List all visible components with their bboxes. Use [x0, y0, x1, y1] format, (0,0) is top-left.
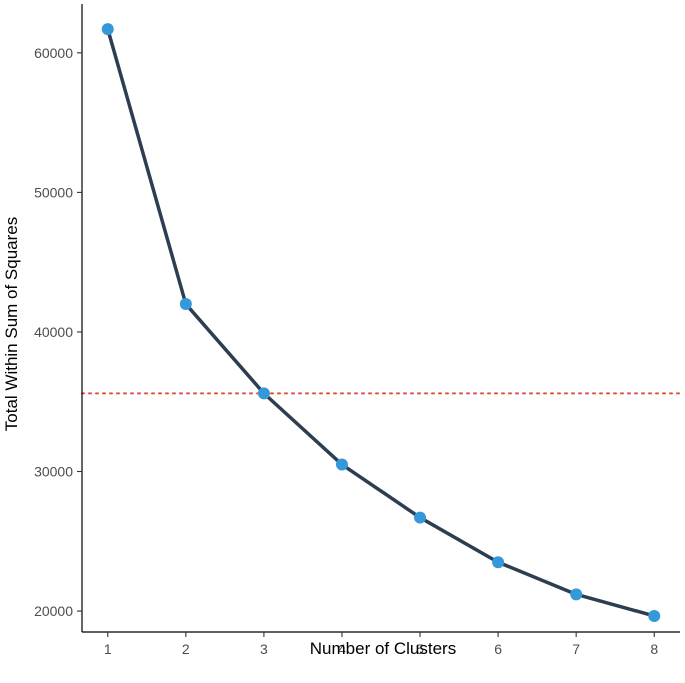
x-tick-label: 3 — [260, 641, 268, 657]
x-tick-label: 5 — [416, 641, 424, 657]
x-tick-label: 7 — [572, 641, 580, 657]
data-point-2 — [179, 298, 192, 311]
x-tick-label: 6 — [494, 641, 502, 657]
axes: 1 2 3 4 5 6 7 8 20000 30000 40000 50000 60000 — [34, 4, 680, 657]
x-tick-label: 2 — [182, 641, 190, 657]
y-tick-label: 30000 — [34, 464, 73, 480]
x-axis-title: Number of Clusters — [310, 639, 456, 658]
data-point-5 — [414, 511, 427, 524]
y-tick-label: 50000 — [34, 184, 73, 200]
data-point-7 — [570, 588, 583, 601]
data-point-8 — [648, 609, 661, 622]
y-tick-label: 40000 — [34, 324, 73, 340]
plot-area — [81, 23, 681, 622]
data-point-6 — [492, 556, 505, 569]
data-point-4 — [335, 458, 348, 471]
data-point-3 — [257, 387, 270, 400]
y-axis-title: Total Within Sum of Squares — [2, 217, 21, 431]
x-tick-label: 1 — [104, 641, 112, 657]
data-point-1 — [101, 23, 114, 36]
y-tick-label: 60000 — [34, 45, 73, 61]
y-tick-label: 20000 — [34, 603, 73, 619]
x-tick-label: 4 — [338, 641, 346, 657]
x-tick-label: 8 — [650, 641, 658, 657]
series-line — [106, 28, 655, 618]
